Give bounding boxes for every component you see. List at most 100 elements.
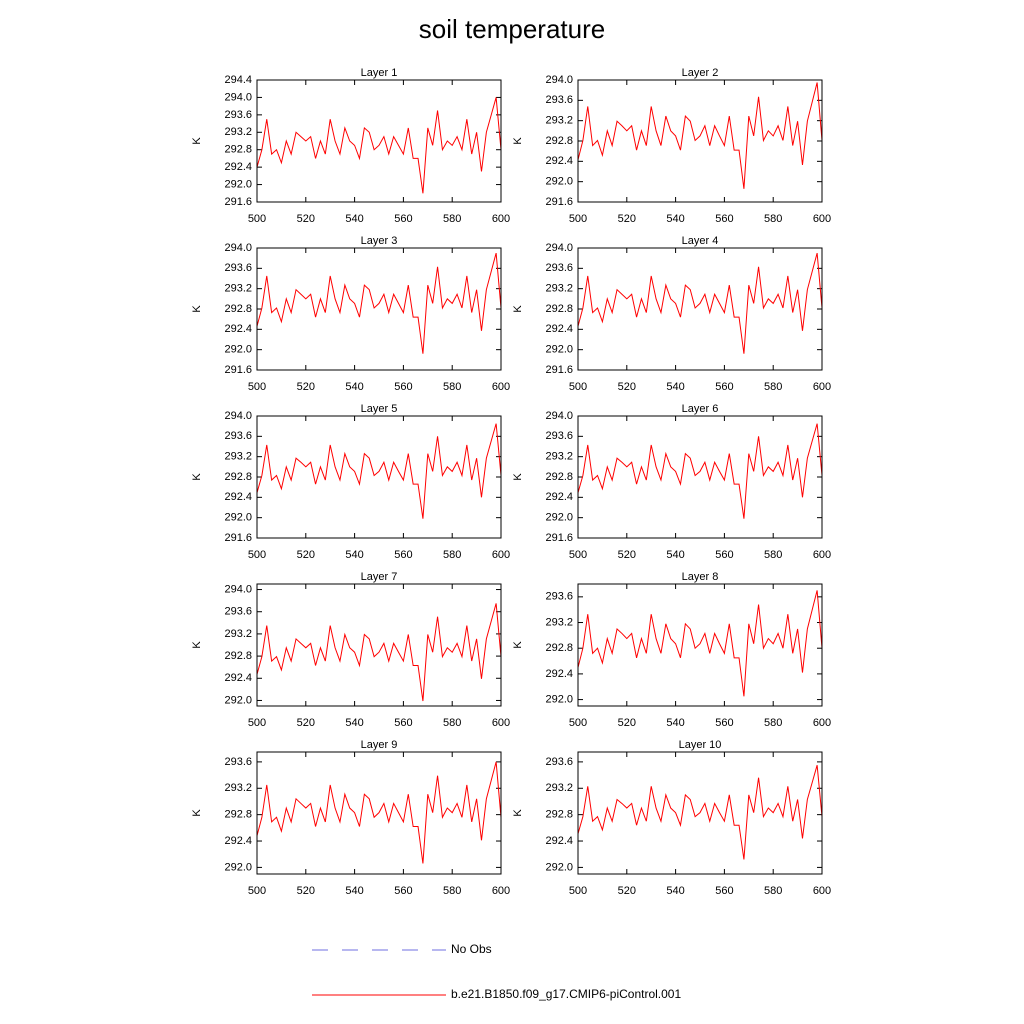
legend-label: b.e21.B1850.f09_g17.CMIP6-piControl.001 [451,987,681,1001]
y-tick-label: 293.2 [224,782,252,794]
x-tick-label: 580 [443,549,461,561]
y-tick-label: 292.8 [545,135,573,147]
data-line [256,252,502,354]
y-tick-label: 292.4 [224,835,252,847]
y-tick-label: 292.0 [224,694,252,706]
x-tick-label: 600 [813,381,831,393]
x-tick-label: 580 [764,885,782,897]
y-tick-label: 292.8 [224,650,252,662]
x-tick-label: 540 [345,381,363,393]
x-tick-label: 540 [666,885,684,897]
y-axis-label: K [191,473,203,481]
x-tick-label: 580 [764,213,782,225]
y-tick-label: 293.6 [224,109,252,121]
y-axis-label: K [512,809,524,817]
x-tick-label: 540 [666,381,684,393]
x-tick-label: 500 [569,885,587,897]
y-tick-label: 291.6 [545,196,573,208]
data-line [256,97,502,194]
plot-frame [577,751,823,875]
y-tick-label: 292.8 [545,809,573,821]
y-axis-label: K [191,137,203,145]
y-tick-label: 292.8 [224,809,252,821]
y-tick-label: 294.0 [545,410,573,422]
x-tick-label: 580 [443,717,461,729]
x-tick-label: 500 [569,381,587,393]
x-tick-label: 520 [618,717,636,729]
y-axis-label: K [191,641,203,649]
y-axis-label: K [191,809,203,817]
x-tick-label: 500 [248,885,266,897]
y-tick-label: 293.6 [545,430,573,442]
x-tick-label: 560 [715,213,733,225]
data-line [577,82,823,189]
chart-title: soil temperature [419,14,605,44]
x-tick-label: 580 [443,885,461,897]
x-tick-label: 560 [715,717,733,729]
y-tick-label: 294.0 [224,410,252,422]
x-tick-label: 500 [569,717,587,729]
x-tick-label: 520 [297,549,315,561]
y-tick-label: 293.6 [224,262,252,274]
y-tick-label: 292.4 [224,161,252,173]
y-tick-label: 294.0 [545,242,573,254]
x-tick-label: 540 [345,213,363,225]
x-tick-label: 580 [764,381,782,393]
panel-title: Layer 3 [361,235,398,247]
y-tick-label: 293.2 [224,628,252,640]
x-tick-label: 580 [443,381,461,393]
y-tick-label: 292.4 [545,668,573,680]
y-tick-label: 292.4 [224,323,252,335]
plot-frame [256,583,502,707]
data-line [577,765,823,860]
y-tick-label: 293.6 [545,262,573,274]
x-tick-label: 560 [715,381,733,393]
y-tick-label: 292.8 [224,303,252,315]
data-line [256,761,502,864]
y-tick-label: 291.6 [224,532,252,544]
y-axis-label: K [512,473,524,481]
x-tick-label: 580 [764,717,782,729]
y-tick-label: 293.2 [545,782,573,794]
data-line [577,423,823,519]
x-tick-label: 520 [618,549,636,561]
x-tick-label: 520 [297,885,315,897]
y-tick-label: 294.4 [224,74,252,86]
y-tick-label: 293.2 [545,283,573,295]
plot-frame [256,415,502,539]
panel-title: Layer 4 [682,235,719,247]
y-tick-label: 292.8 [545,471,573,483]
y-tick-label: 293.6 [224,430,252,442]
x-tick-label: 500 [248,549,266,561]
x-tick-label: 560 [715,885,733,897]
y-tick-label: 293.2 [224,126,252,138]
y-tick-label: 293.6 [224,606,252,618]
x-tick-label: 600 [492,717,510,729]
x-tick-label: 540 [666,549,684,561]
y-tick-label: 292.0 [545,512,573,524]
y-tick-label: 292.4 [545,835,573,847]
x-tick-label: 560 [394,213,412,225]
x-tick-label: 520 [297,381,315,393]
y-tick-label: 293.6 [545,591,573,603]
panel-title: Layer 1 [361,67,398,79]
y-tick-label: 292.4 [545,323,573,335]
y-tick-label: 292.8 [545,642,573,654]
x-tick-label: 500 [248,381,266,393]
y-tick-label: 292.8 [545,303,573,315]
panel-title: Layer 8 [682,571,719,583]
y-tick-label: 292.0 [545,176,573,188]
x-tick-label: 540 [345,549,363,561]
x-tick-label: 560 [394,381,412,393]
y-tick-label: 292.0 [224,861,252,873]
y-tick-label: 292.0 [545,344,573,356]
x-tick-label: 500 [248,717,266,729]
plot-frame [577,79,823,203]
panel-title: Layer 5 [361,403,398,415]
y-tick-label: 294.0 [545,74,573,86]
panel-title: Layer 6 [682,403,719,415]
y-tick-label: 292.4 [224,672,252,684]
y-tick-label: 293.2 [545,616,573,628]
y-tick-label: 294.0 [224,583,252,595]
